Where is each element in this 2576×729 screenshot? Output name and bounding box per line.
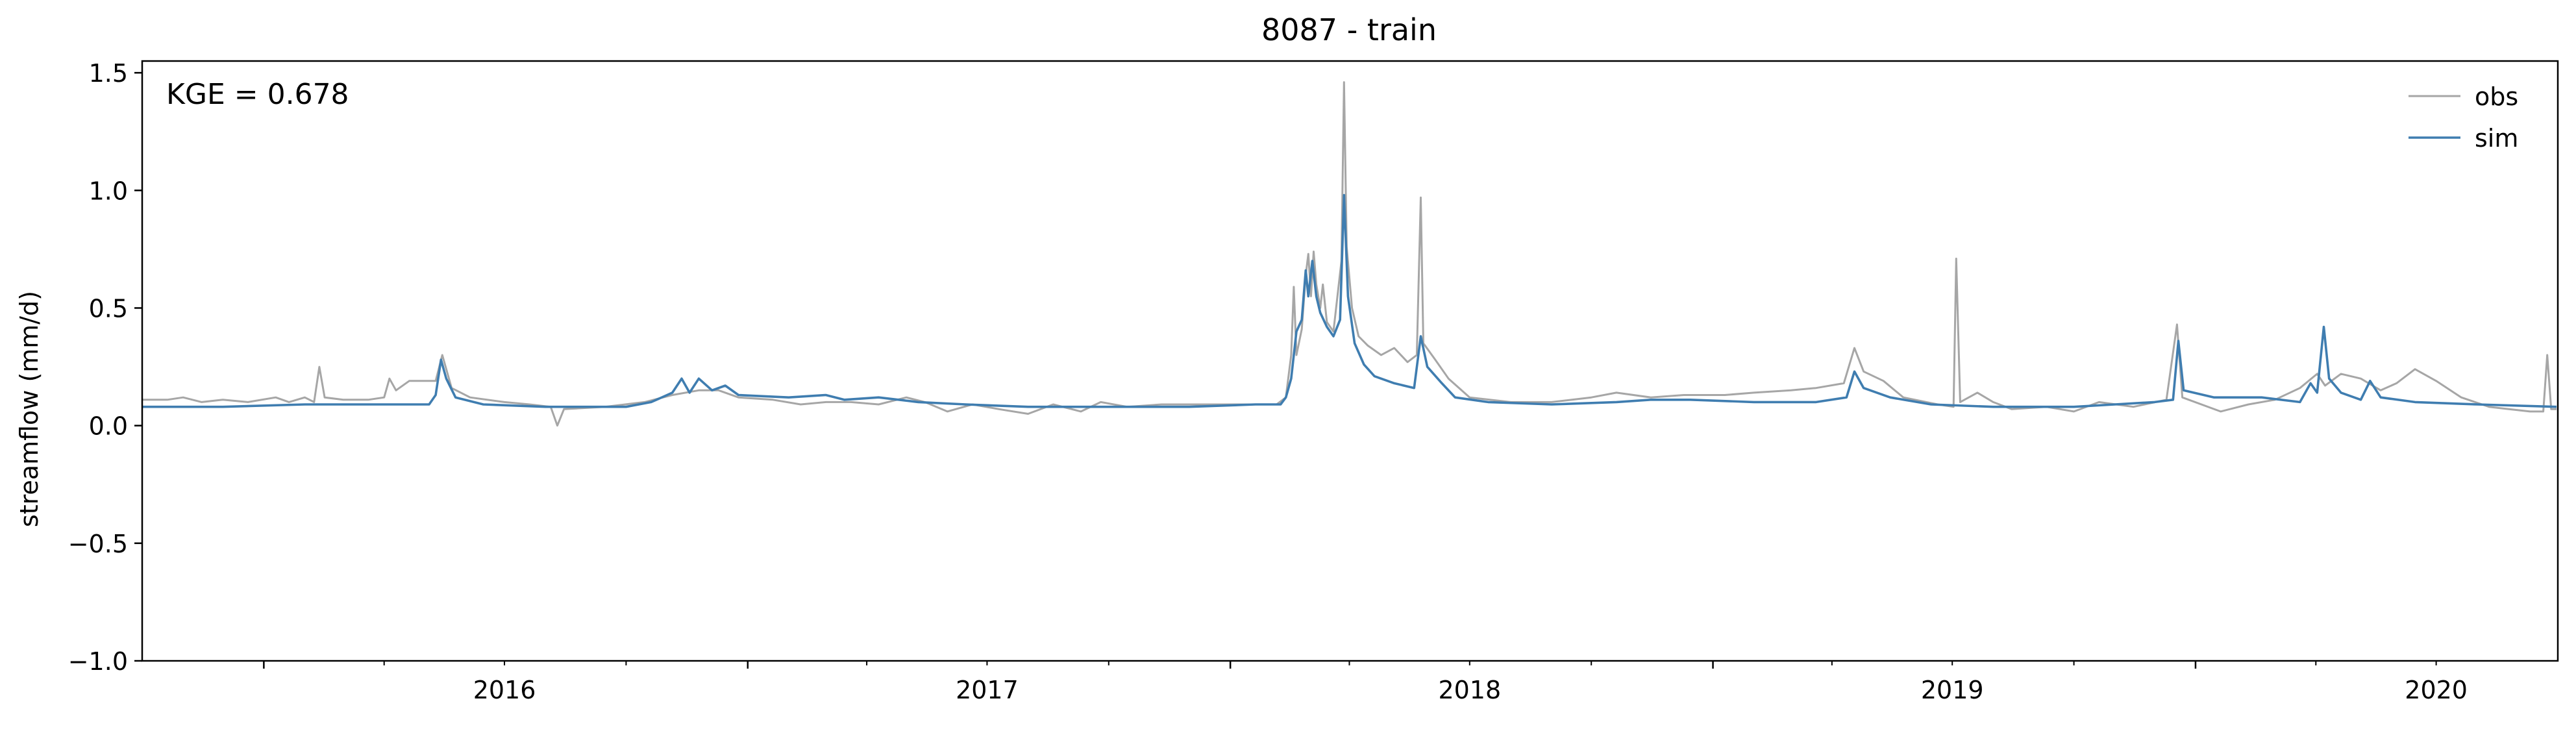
series-line-sim [142,193,2557,408]
plot-area: −1.0 −0.5 0.0 0.5 1.0 1.5 2016 2017 2018 2019 2020 [68,59,2559,704]
y-tick-label: 1.5 [89,59,128,88]
legend-label-obs: obs [2475,82,2518,111]
legend-label-sim: sim [2475,124,2518,153]
axes-frame [141,60,2559,662]
series-line-obs [142,81,2557,427]
y-tick-label: −0.5 [68,530,128,558]
y-tick-label: 0.5 [89,294,128,323]
chart-title: 8087 - train [1261,12,1437,47]
y-tick-label: −1.0 [68,647,128,676]
x-tick-label: 2020 [2405,676,2468,704]
y-tick-label: 0.0 [89,412,128,441]
x-tick-label: 2018 [1438,676,1501,704]
kge-annotation: KGE = 0.678 [166,78,349,111]
x-tick-label: 2017 [956,676,1019,704]
y-tick-label: 1.0 [89,177,128,205]
x-tick-label: 2016 [473,676,536,704]
x-tick-label: 2019 [1921,676,1984,704]
y-axis-label: streamflow (mm/d) [15,291,43,527]
legend: obs sim [2409,82,2518,153]
